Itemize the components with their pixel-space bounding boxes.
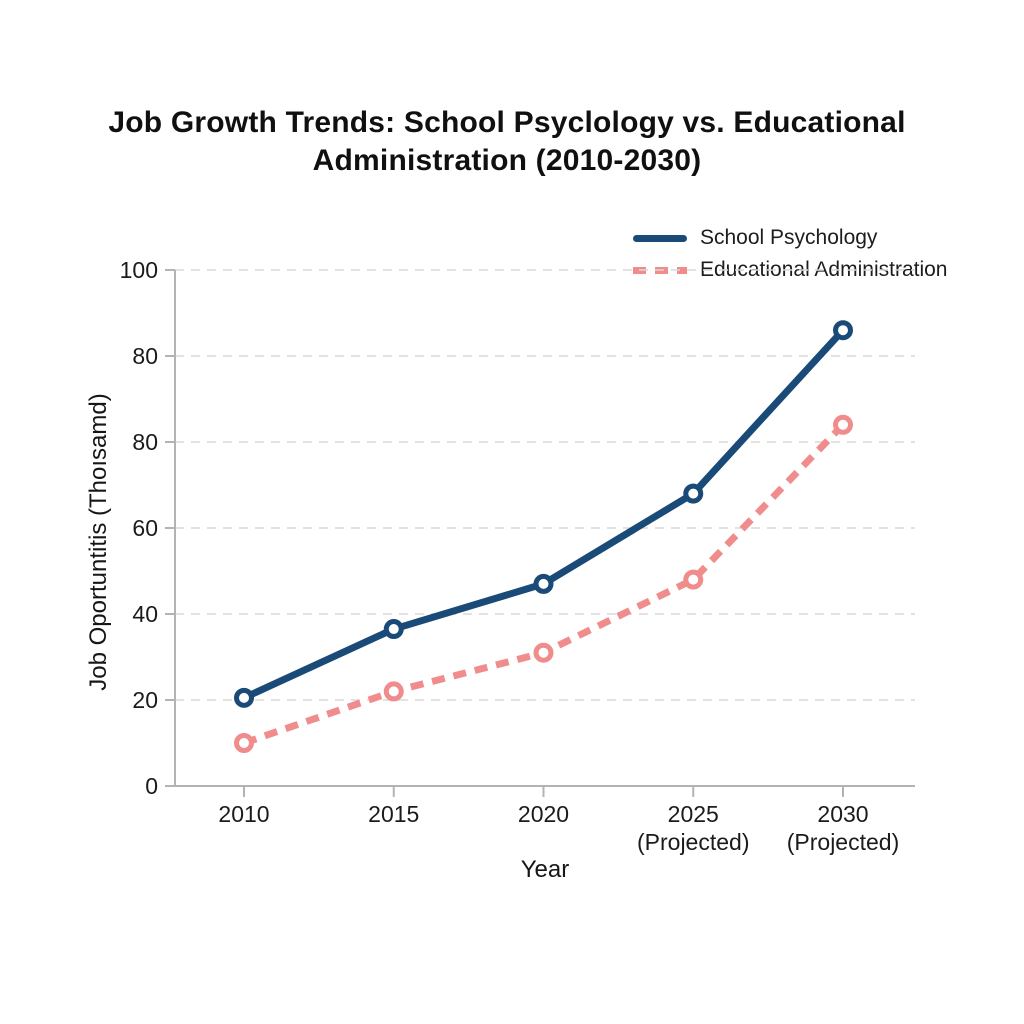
- x-tick-label: 2010: [218, 801, 269, 827]
- data-point-school-psychology: [234, 687, 254, 708]
- y-tick-label: 100: [120, 257, 158, 283]
- data-point-educational-administration: [683, 569, 704, 590]
- y-tick-label: 60: [132, 515, 158, 541]
- x-tick-label: (Projected): [787, 829, 899, 855]
- y-axis-label: Job Oportuntitis (Thoısamd): [85, 393, 112, 691]
- x-tick-label: 2020: [518, 801, 569, 827]
- chart-title-line1: Job Growth Trends: School Psyclology vs.…: [108, 106, 906, 139]
- data-point-educational-administration: [533, 642, 554, 663]
- y-tick-label: 80: [132, 343, 158, 369]
- y-tick-label: 20: [132, 687, 158, 713]
- y-tick-label: 0: [145, 773, 158, 799]
- x-tick-label: 2015: [368, 801, 419, 827]
- chart-title: Job Growth Trends: School Psyclology vs.…: [0, 104, 1014, 180]
- x-axis-label: Year: [520, 856, 570, 883]
- x-tick-label: 2030: [817, 801, 868, 827]
- y-tick-label: 40: [132, 601, 158, 627]
- legend-label: School Psychology: [700, 226, 878, 249]
- legend-line-sample-school-psychology: [633, 234, 687, 242]
- y-tick-label: 80: [132, 429, 158, 455]
- legend-item-school-psychology: School Psychology: [633, 222, 947, 254]
- data-point-school-psychology: [533, 573, 554, 594]
- x-tick-label: 2025: [668, 801, 719, 827]
- data-point-educational-administration: [383, 681, 404, 702]
- data-point-school-psychology: [833, 320, 853, 341]
- data-point-educational-administration: [234, 733, 254, 753]
- data-point-school-psychology: [683, 483, 704, 504]
- x-tick-label: (Projected): [637, 829, 749, 855]
- data-point-school-psychology: [383, 619, 404, 640]
- chart-title-line2: Administration (2010-2030): [312, 144, 702, 177]
- data-point-educational-administration: [833, 414, 853, 435]
